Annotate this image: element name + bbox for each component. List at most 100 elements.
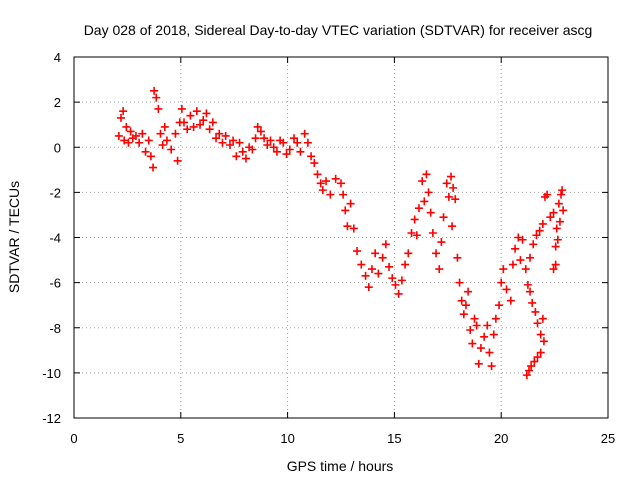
data-point — [394, 289, 403, 298]
data-point — [526, 253, 535, 262]
data-point — [385, 262, 394, 271]
data-point — [199, 116, 208, 125]
data-point — [208, 118, 217, 127]
data-point — [536, 330, 545, 339]
y-tick-label: -6 — [49, 276, 61, 291]
data-point — [487, 362, 496, 371]
data-point — [536, 348, 545, 357]
data-point — [499, 265, 508, 274]
data-point — [251, 134, 260, 143]
data-point — [549, 208, 558, 217]
data-point — [522, 371, 531, 380]
y-tick-label: -8 — [49, 321, 61, 336]
data-point — [557, 190, 566, 199]
data-point — [156, 129, 165, 138]
data-point — [530, 357, 539, 366]
data-point — [381, 240, 390, 249]
data-point — [296, 147, 305, 156]
data-point — [361, 271, 370, 280]
data-point — [432, 249, 441, 258]
data-series — [114, 86, 568, 380]
data-point — [205, 125, 214, 134]
grid — [74, 57, 608, 418]
data-point — [171, 129, 180, 138]
data-point — [177, 104, 186, 113]
data-point — [420, 197, 429, 206]
data-point — [401, 260, 410, 269]
data-point — [269, 143, 278, 152]
data-point — [337, 179, 345, 188]
data-point — [285, 145, 294, 154]
data-point — [141, 147, 150, 156]
data-point — [371, 249, 380, 258]
data-point — [346, 199, 355, 208]
data-point — [533, 319, 542, 328]
data-point — [196, 120, 205, 129]
data-point — [453, 253, 462, 262]
data-point — [424, 188, 433, 197]
data-point — [449, 183, 458, 192]
data-point — [378, 253, 387, 262]
data-point — [397, 276, 406, 285]
data-point — [552, 224, 561, 233]
data-point — [189, 122, 198, 131]
data-point — [307, 152, 316, 161]
data-point — [202, 109, 211, 118]
data-point — [524, 366, 533, 375]
data-point — [212, 134, 221, 143]
data-point — [539, 337, 548, 346]
data-point — [135, 138, 144, 147]
data-point — [516, 256, 525, 265]
data-point — [374, 269, 383, 278]
data-point — [538, 219, 547, 228]
data-point — [391, 280, 400, 289]
data-point — [457, 296, 466, 305]
data-point — [357, 260, 366, 269]
data-point — [341, 206, 350, 215]
data-point — [186, 111, 195, 120]
data-point — [466, 326, 475, 335]
data-point — [126, 127, 135, 136]
data-point — [124, 138, 133, 147]
data-point — [303, 138, 312, 147]
data-point — [313, 170, 322, 179]
data-point — [215, 129, 224, 138]
data-point — [116, 113, 125, 122]
data-point — [470, 314, 479, 323]
data-point — [119, 107, 128, 116]
data-point — [472, 321, 481, 330]
data-point — [235, 138, 244, 147]
data-point — [532, 231, 541, 240]
data-point — [459, 310, 468, 319]
data-point — [442, 179, 451, 188]
data-point — [266, 136, 275, 145]
data-point — [426, 208, 435, 217]
data-point — [256, 127, 265, 136]
data-point — [282, 150, 291, 159]
data-point — [412, 231, 421, 240]
data-point — [331, 174, 340, 183]
data-point — [551, 260, 560, 269]
data-point — [455, 278, 464, 287]
data-point — [448, 222, 457, 231]
data-point — [559, 206, 568, 215]
data-point — [158, 140, 167, 149]
data-point — [468, 339, 477, 348]
data-point — [152, 93, 161, 102]
data-point — [549, 265, 558, 274]
data-point — [343, 222, 352, 231]
data-point — [461, 301, 470, 310]
data-point — [422, 170, 431, 179]
data-point — [404, 249, 413, 258]
data-point — [316, 179, 325, 188]
data-point — [508, 260, 517, 269]
data-point — [253, 122, 262, 131]
data-point — [318, 186, 327, 195]
y-tick-label: 2 — [54, 95, 61, 110]
data-point — [279, 138, 288, 147]
chart-title: Day 028 of 2018, Sidereal Day-to-day VTE… — [84, 22, 593, 38]
data-point — [518, 235, 527, 244]
data-point — [553, 235, 562, 244]
data-point — [428, 228, 437, 237]
